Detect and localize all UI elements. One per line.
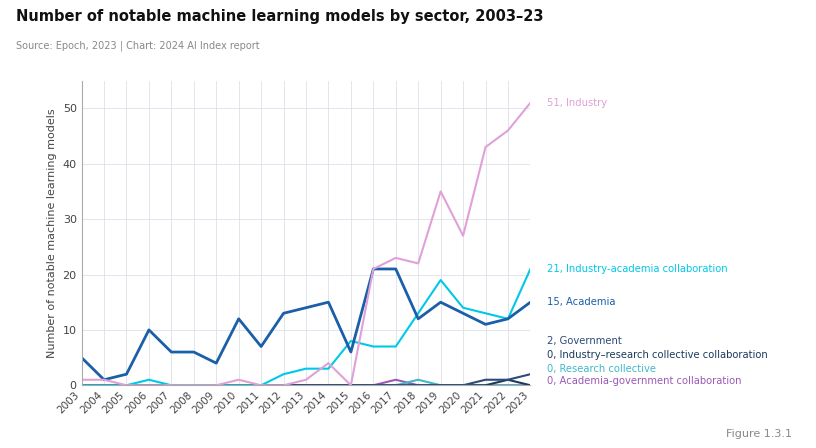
Text: 0, Industry–research collective collaboration: 0, Industry–research collective collabor…	[547, 350, 768, 360]
Text: Source: Epoch, 2023 | Chart: 2024 AI Index report: Source: Epoch, 2023 | Chart: 2024 AI Ind…	[16, 40, 260, 51]
Text: Figure 1.3.1: Figure 1.3.1	[725, 429, 792, 439]
Text: 0, Research collective: 0, Research collective	[547, 364, 656, 374]
Text: 21, Industry-academia collaboration: 21, Industry-academia collaboration	[547, 264, 727, 274]
Text: 15, Academia: 15, Academia	[547, 297, 615, 307]
Text: 51, Industry: 51, Industry	[547, 98, 607, 108]
Text: 0, Academia-government collaboration: 0, Academia-government collaboration	[547, 376, 741, 386]
Y-axis label: Number of notable machine learning models: Number of notable machine learning model…	[47, 108, 57, 358]
Text: Number of notable machine learning models by sector, 2003–23: Number of notable machine learning model…	[16, 9, 543, 24]
Text: 2, Government: 2, Government	[547, 336, 622, 346]
